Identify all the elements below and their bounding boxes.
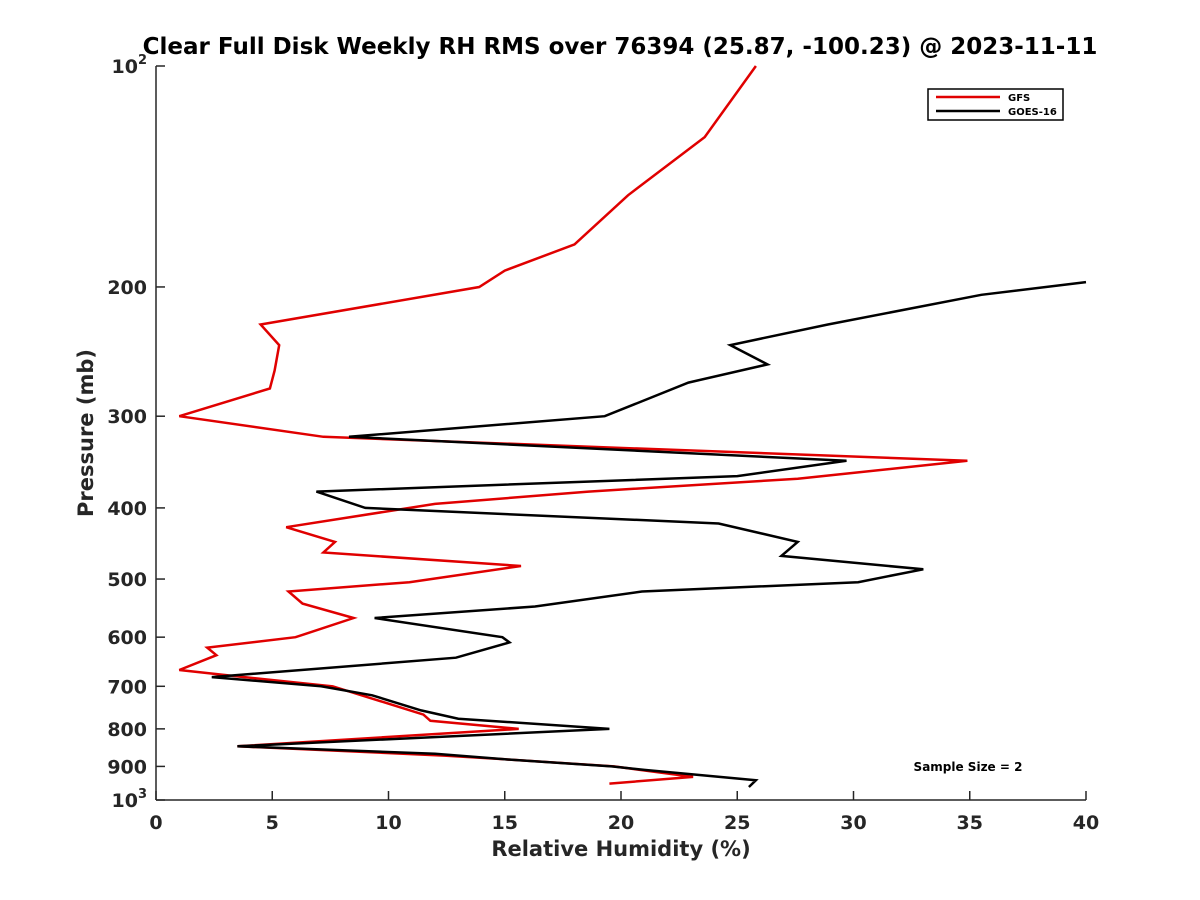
legend-label-gfs: GFS bbox=[1008, 93, 1030, 104]
y-tick-label: 300 bbox=[107, 406, 147, 428]
legend-label-goes-16: GOES-16 bbox=[1008, 107, 1057, 118]
y-tick-label: 800 bbox=[107, 719, 147, 741]
y-tick-label: 500 bbox=[107, 569, 147, 591]
x-tick-label: 10 bbox=[375, 812, 401, 834]
x-tick-label: 25 bbox=[724, 812, 750, 834]
x-ticks: 0 5 10 15 20 25 30 35 40 bbox=[149, 791, 1099, 834]
series-line-gfs bbox=[178, 65, 968, 785]
sample-size-annotation: Sample Size = 2 bbox=[914, 760, 1023, 774]
x-tick-label: 40 bbox=[1073, 812, 1099, 834]
y-tick-label: 102 bbox=[112, 53, 148, 78]
legend: GFS GOES-16 bbox=[927, 88, 1064, 121]
x-tick-label: 30 bbox=[840, 812, 866, 834]
chart-title: Clear Full Disk Weekly RH RMS over 76394… bbox=[143, 34, 1098, 60]
x-tick-label: 0 bbox=[149, 812, 162, 834]
legend-box bbox=[927, 88, 1064, 121]
y-tick-label: 700 bbox=[107, 676, 147, 698]
y-tick-label: 900 bbox=[107, 756, 147, 778]
x-tick-label: 5 bbox=[266, 812, 279, 834]
x-tick-label: 20 bbox=[608, 812, 634, 834]
y-tick-label: 200 bbox=[107, 277, 147, 299]
series-line-goes-16 bbox=[211, 280, 1087, 788]
x-tick-label: 15 bbox=[492, 812, 518, 834]
x-axis-label: Relative Humidity (%) bbox=[491, 837, 750, 861]
x-tick-label: 35 bbox=[957, 812, 983, 834]
y-tick-label: 600 bbox=[107, 627, 147, 649]
y-tick-label: 103 bbox=[112, 787, 148, 812]
y-ticks: 102 200 300 400 500 600 700 800 900 103 bbox=[107, 53, 165, 812]
y-axis-label: Pressure (mb) bbox=[74, 349, 98, 517]
plot-lines bbox=[178, 65, 1087, 788]
y-tick-label: 400 bbox=[107, 498, 147, 520]
